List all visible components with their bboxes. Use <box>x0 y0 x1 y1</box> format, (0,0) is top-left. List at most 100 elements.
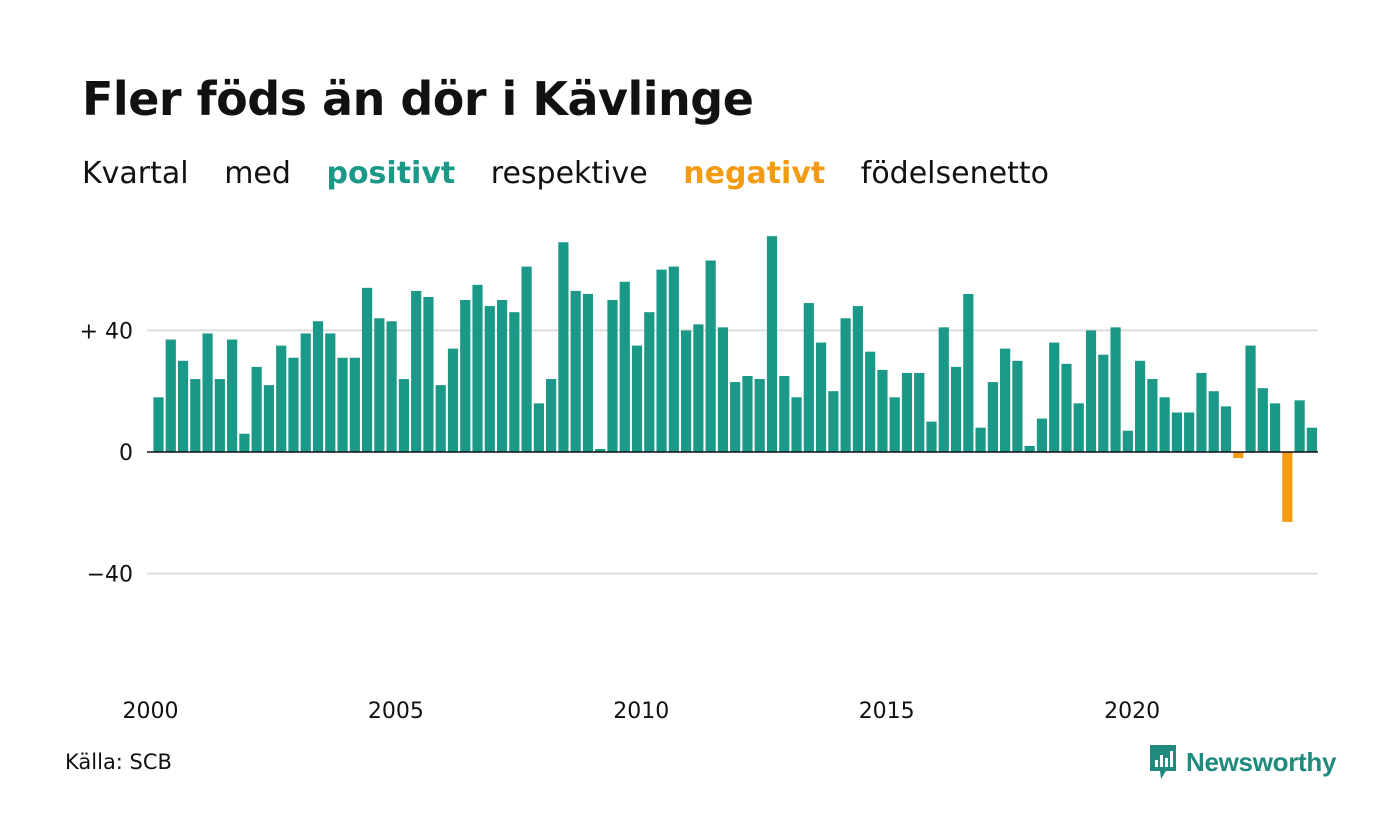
subtitle-word: Kvartal <box>82 156 189 191</box>
bar-positive <box>1306 427 1317 452</box>
bar-positive <box>644 312 655 452</box>
bar-positive <box>1036 418 1048 452</box>
bar-positive <box>803 303 814 452</box>
bar-positive <box>730 382 741 452</box>
bar-positive <box>1049 342 1060 452</box>
bar-positive <box>681 330 692 452</box>
bar-negative <box>1282 452 1293 522</box>
source-note: Källa: SCB <box>65 750 172 774</box>
bar-positive <box>558 242 569 452</box>
newsworthy-logo-icon <box>1150 745 1176 779</box>
bar-positive <box>276 345 287 452</box>
bar-positive <box>1110 327 1121 452</box>
bar-positive <box>619 281 630 452</box>
legend-positive-label: positivt <box>326 156 456 191</box>
bar-positive <box>963 293 974 452</box>
bar-positive <box>1257 388 1268 452</box>
bar-positive <box>950 366 962 452</box>
bar-positive <box>1012 360 1023 452</box>
bar-positive <box>177 360 189 452</box>
bars <box>153 236 1317 522</box>
y-tick-label: 0 <box>119 441 133 466</box>
bar-positive <box>766 236 778 452</box>
bar-positive <box>1196 372 1207 452</box>
bar-positive <box>901 372 913 452</box>
bar-positive <box>202 333 213 452</box>
bar-positive <box>1000 348 1011 452</box>
bar-positive <box>533 403 544 452</box>
bar-positive <box>1135 360 1146 452</box>
bar-positive <box>337 357 348 452</box>
bar-positive <box>288 357 299 452</box>
legend-negative-label: negativt <box>683 156 826 191</box>
bar-positive <box>227 339 238 452</box>
bar-positive <box>1184 412 1195 452</box>
bar-positive <box>791 397 802 452</box>
bar-positive <box>705 260 716 452</box>
y-tick-label: −40 <box>87 563 133 588</box>
bar-positive <box>987 382 998 452</box>
bar-positive <box>484 306 495 452</box>
x-tick-label: 2015 <box>859 699 915 724</box>
bar-positive <box>435 385 446 452</box>
subtitle-word: födelsenetto <box>860 156 1049 191</box>
bar-positive <box>386 321 397 452</box>
x-tick-label: 2010 <box>613 699 669 724</box>
bar-positive <box>472 284 483 452</box>
chart-subtitle: Kvartal med positivt respektive negativt… <box>82 156 1075 191</box>
bar-positive <box>1085 330 1097 452</box>
bar-positive <box>1208 391 1219 452</box>
bar-positive <box>325 333 336 452</box>
bar-positive <box>153 397 164 452</box>
x-tick-label: 2020 <box>1104 699 1160 724</box>
x-tick-label: 2000 <box>123 699 179 724</box>
bar-positive <box>1098 354 1109 452</box>
bar-positive <box>1024 445 1035 452</box>
bar-positive <box>595 448 606 452</box>
bar-positive <box>423 296 434 452</box>
bar-positive <box>1245 345 1256 452</box>
bar-positive <box>754 379 765 452</box>
bar-positive <box>398 379 409 452</box>
bar-positive <box>251 366 262 452</box>
bar-positive <box>447 348 459 452</box>
bar-positive <box>214 379 225 452</box>
bar-positive <box>1147 379 1158 452</box>
bar-positive <box>312 321 324 452</box>
bar-positive <box>926 421 937 452</box>
bar-positive <box>496 300 508 452</box>
grid-lines <box>147 329 1318 575</box>
bar-positive <box>779 376 790 452</box>
chart-title: Fler föds än dör i Kävlinge <box>82 72 754 126</box>
bar-positive <box>349 357 360 452</box>
bar-positive <box>631 345 643 452</box>
bar-positive <box>1159 397 1170 452</box>
subtitle-word: med <box>224 156 291 191</box>
bar-positive <box>607 300 618 452</box>
bar-positive <box>693 324 704 452</box>
bar-positive <box>889 397 900 452</box>
bar-positive <box>840 318 851 452</box>
bar-positive <box>938 327 949 452</box>
bar-negative <box>1233 452 1244 459</box>
bar-positive <box>361 287 373 452</box>
bar-positive <box>877 369 888 452</box>
y-tick-label: + 40 <box>80 319 133 344</box>
subtitle-word: respektive <box>490 156 648 191</box>
bar-positive <box>570 290 581 452</box>
bar-positive <box>815 342 827 452</box>
bar-positive <box>1171 412 1183 452</box>
bar-positive <box>865 351 876 452</box>
brand-logo: Newsworthy <box>1148 742 1336 782</box>
bar-positive <box>300 333 311 452</box>
bar-positive <box>717 327 729 452</box>
bar-positive <box>263 385 275 452</box>
bar-positive <box>460 300 471 452</box>
bar-positive <box>975 427 986 452</box>
bar-positive <box>411 290 422 452</box>
bar-positive <box>239 433 250 452</box>
bar-positive <box>852 306 863 452</box>
brand-name: Newsworthy <box>1186 746 1337 777</box>
bar-positive <box>521 266 532 452</box>
